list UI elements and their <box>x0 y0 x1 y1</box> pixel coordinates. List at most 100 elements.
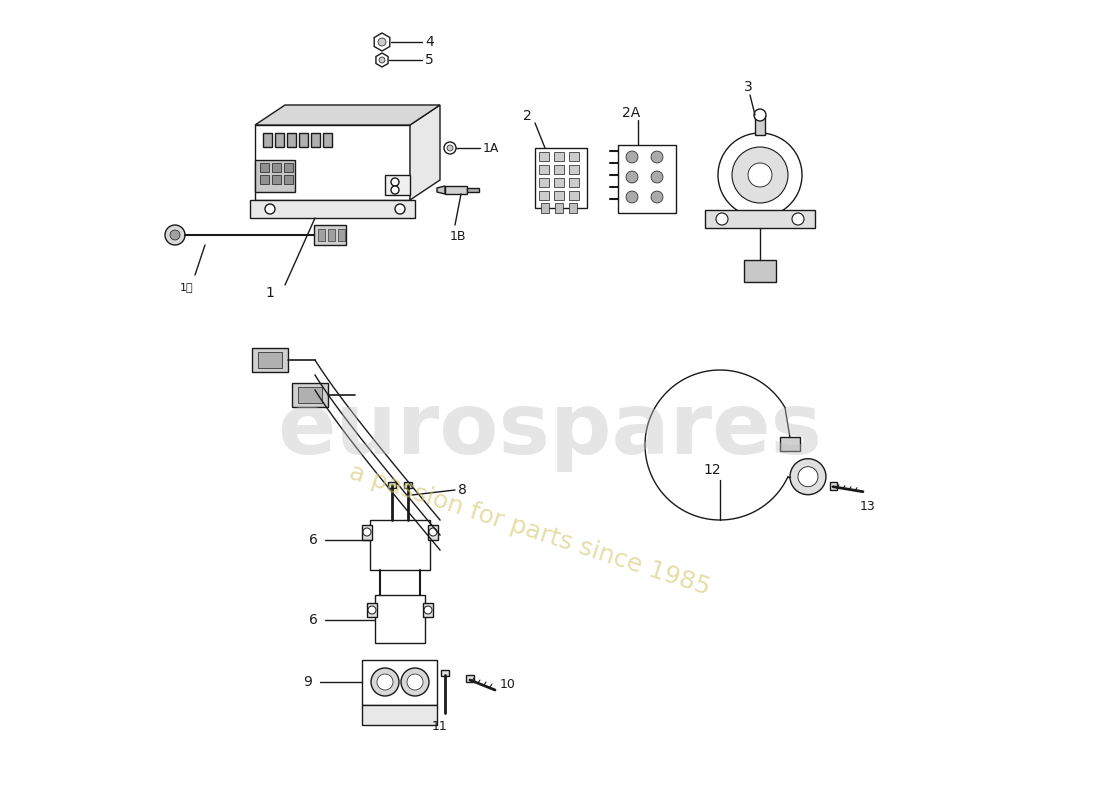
Bar <box>263 133 272 147</box>
Text: 9: 9 <box>304 675 312 689</box>
Circle shape <box>790 458 826 494</box>
Bar <box>569 178 579 187</box>
Bar <box>255 125 410 200</box>
Text: 5: 5 <box>425 53 433 67</box>
Polygon shape <box>437 186 446 194</box>
Circle shape <box>377 674 393 690</box>
Bar <box>292 383 328 407</box>
Bar <box>539 152 549 161</box>
Circle shape <box>447 145 453 151</box>
Bar <box>287 133 296 147</box>
Circle shape <box>792 213 804 225</box>
Bar <box>428 525 438 540</box>
Bar <box>318 229 324 241</box>
Circle shape <box>390 178 399 186</box>
Circle shape <box>424 606 432 614</box>
Circle shape <box>754 109 766 121</box>
Circle shape <box>379 57 385 63</box>
Bar <box>441 670 449 676</box>
Polygon shape <box>374 33 389 51</box>
Circle shape <box>748 163 772 187</box>
Circle shape <box>407 674 424 690</box>
Bar <box>362 660 437 705</box>
Circle shape <box>402 668 429 696</box>
Bar <box>569 152 579 161</box>
Bar <box>780 438 800 451</box>
Circle shape <box>363 528 371 536</box>
Bar <box>260 175 270 184</box>
Circle shape <box>798 466 818 486</box>
Bar <box>338 229 345 241</box>
Circle shape <box>444 142 456 154</box>
Text: 1⎷: 1⎷ <box>180 282 194 292</box>
Circle shape <box>395 204 405 214</box>
Bar <box>744 260 775 282</box>
Bar <box>275 133 284 147</box>
Text: 6: 6 <box>309 533 318 547</box>
Bar <box>539 191 549 200</box>
Circle shape <box>265 204 275 214</box>
Bar <box>311 133 320 147</box>
Bar <box>260 163 270 172</box>
Polygon shape <box>376 53 388 67</box>
Bar <box>328 229 336 241</box>
Polygon shape <box>255 105 440 125</box>
Bar <box>618 145 676 213</box>
Text: 11: 11 <box>432 721 448 734</box>
Circle shape <box>371 668 399 696</box>
Bar <box>404 482 412 488</box>
Bar <box>298 387 322 403</box>
Circle shape <box>165 225 185 245</box>
Text: 1: 1 <box>265 286 274 300</box>
Bar <box>705 210 815 228</box>
Bar <box>362 705 437 725</box>
Bar <box>554 191 564 200</box>
Circle shape <box>378 38 386 46</box>
Bar <box>252 348 288 372</box>
Bar <box>755 115 764 135</box>
Bar <box>569 203 578 213</box>
Circle shape <box>718 133 802 217</box>
Polygon shape <box>410 105 440 200</box>
Bar <box>424 603 433 617</box>
Bar <box>385 175 410 195</box>
Bar <box>323 133 332 147</box>
Bar <box>554 152 564 161</box>
Bar <box>468 188 478 192</box>
Text: 12: 12 <box>703 463 720 477</box>
Circle shape <box>390 186 399 194</box>
Bar <box>541 203 549 213</box>
Text: 1A: 1A <box>483 142 499 154</box>
Circle shape <box>368 606 376 614</box>
Bar <box>258 352 282 368</box>
Bar <box>466 675 474 682</box>
Circle shape <box>732 147 788 203</box>
Bar <box>554 165 564 174</box>
Bar <box>314 225 346 245</box>
Text: 2: 2 <box>522 109 531 123</box>
Bar <box>446 186 468 194</box>
Bar <box>830 482 837 490</box>
Bar <box>370 520 430 570</box>
Bar <box>539 165 549 174</box>
Text: 10: 10 <box>500 678 516 691</box>
Text: 2A: 2A <box>621 106 640 120</box>
Text: 4: 4 <box>425 35 433 49</box>
Text: 3: 3 <box>744 80 752 94</box>
Text: 8: 8 <box>458 483 466 497</box>
Bar <box>284 163 293 172</box>
Bar <box>569 191 579 200</box>
Circle shape <box>626 171 638 183</box>
Circle shape <box>170 230 180 240</box>
Circle shape <box>651 191 663 203</box>
Bar <box>539 178 549 187</box>
Circle shape <box>716 213 728 225</box>
Bar <box>375 595 425 643</box>
Circle shape <box>626 191 638 203</box>
Circle shape <box>651 151 663 163</box>
Text: 1B: 1B <box>450 230 466 243</box>
Circle shape <box>429 528 437 536</box>
Bar <box>272 163 280 172</box>
Bar <box>388 482 396 488</box>
Bar <box>367 603 377 617</box>
